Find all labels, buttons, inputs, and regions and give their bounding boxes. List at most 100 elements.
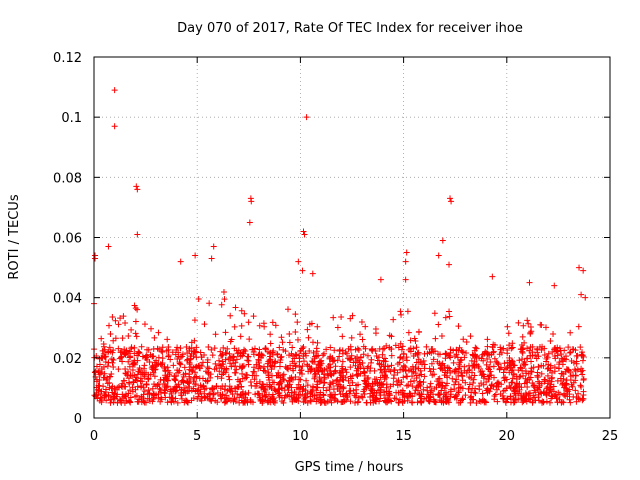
data-point <box>340 385 347 392</box>
data-point <box>407 337 414 344</box>
data-point <box>183 357 190 364</box>
data-point <box>244 399 251 406</box>
data-point <box>193 374 200 381</box>
data-point <box>150 369 157 376</box>
data-point <box>285 378 292 385</box>
data-point <box>222 329 229 336</box>
data-point <box>228 336 235 343</box>
data-point <box>482 398 489 405</box>
data-point <box>192 252 199 259</box>
data-point <box>580 376 587 383</box>
data-point <box>300 399 307 406</box>
data-point <box>527 390 534 397</box>
data-point <box>286 375 293 382</box>
data-point <box>382 373 389 380</box>
data-point <box>200 383 207 390</box>
data-point <box>483 361 490 368</box>
data-point <box>170 362 177 369</box>
data-point <box>361 370 368 376</box>
data-point <box>145 387 152 394</box>
data-point <box>107 396 114 403</box>
data-point <box>251 376 258 383</box>
data-point <box>259 392 266 399</box>
data-point <box>304 361 311 368</box>
data-point <box>116 396 123 403</box>
data-point <box>140 384 147 391</box>
data-point <box>339 398 346 405</box>
data-point <box>579 349 586 356</box>
data-point <box>398 311 405 318</box>
data-point <box>548 392 555 399</box>
y-axis-label: ROTI / TECUs <box>7 194 22 279</box>
data-point <box>236 363 243 370</box>
data-point <box>295 258 302 265</box>
data-point <box>220 369 227 376</box>
data-point <box>467 333 474 340</box>
data-point <box>208 386 215 393</box>
data-point <box>106 322 113 329</box>
data-point <box>243 374 250 381</box>
data-point <box>182 390 189 397</box>
data-point <box>225 395 232 402</box>
data-point <box>547 385 554 392</box>
data-point <box>304 326 311 333</box>
data-point <box>545 350 552 357</box>
data-point <box>480 357 487 364</box>
data-point <box>251 345 258 352</box>
data-point <box>216 368 223 375</box>
data-point <box>173 347 180 354</box>
data-point <box>527 344 534 351</box>
data-point <box>405 329 412 336</box>
data-point <box>151 366 158 373</box>
data-point <box>197 382 204 389</box>
data-point <box>128 326 135 333</box>
data-point <box>460 336 467 343</box>
data-point <box>471 347 478 354</box>
data-point <box>115 321 122 328</box>
data-point <box>170 398 177 405</box>
data-point <box>402 367 409 374</box>
data-point <box>172 395 179 402</box>
x-tick-label: 15 <box>395 429 412 444</box>
data-point <box>132 318 139 325</box>
data-point <box>466 381 473 388</box>
data-point <box>159 349 166 356</box>
data-point <box>296 376 303 383</box>
data-point <box>176 360 183 367</box>
data-point <box>363 399 370 406</box>
data-point <box>365 363 372 370</box>
data-point <box>111 87 118 94</box>
data-point <box>209 352 216 359</box>
data-point <box>255 352 262 359</box>
data-point <box>297 376 304 383</box>
data-point <box>452 378 459 385</box>
data-point <box>572 387 579 394</box>
axis-ticks <box>93 56 611 419</box>
data-point <box>364 376 371 383</box>
data-point <box>153 357 160 364</box>
data-point <box>458 347 465 354</box>
data-point <box>119 391 126 398</box>
data-point <box>198 393 205 400</box>
data-point <box>329 354 336 361</box>
data-point <box>191 337 198 344</box>
data-point <box>142 354 149 361</box>
data-point <box>476 386 483 393</box>
data-point <box>125 350 132 357</box>
data-point <box>472 390 479 397</box>
data-point <box>347 364 354 371</box>
data-point <box>334 324 341 331</box>
data-point <box>234 391 241 398</box>
data-point <box>427 380 434 387</box>
data-point <box>534 385 541 392</box>
data-point <box>525 370 532 377</box>
data-point <box>164 377 171 384</box>
data-point <box>112 317 119 324</box>
data-point <box>509 375 516 382</box>
data-point <box>413 344 420 351</box>
data-point <box>435 252 442 259</box>
y-tick-label: 0.12 <box>53 51 82 66</box>
data-point <box>492 391 499 398</box>
data-point <box>511 387 518 394</box>
data-point <box>197 365 204 372</box>
